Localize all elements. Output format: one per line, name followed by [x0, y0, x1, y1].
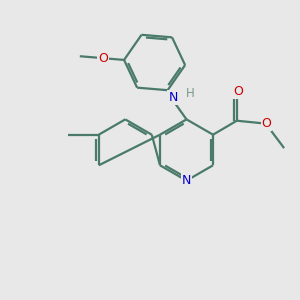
Text: H: H [186, 87, 195, 100]
Text: N: N [169, 91, 178, 103]
Text: N: N [182, 174, 191, 187]
Text: O: O [233, 85, 243, 98]
Text: O: O [262, 117, 272, 130]
Text: O: O [98, 52, 108, 64]
